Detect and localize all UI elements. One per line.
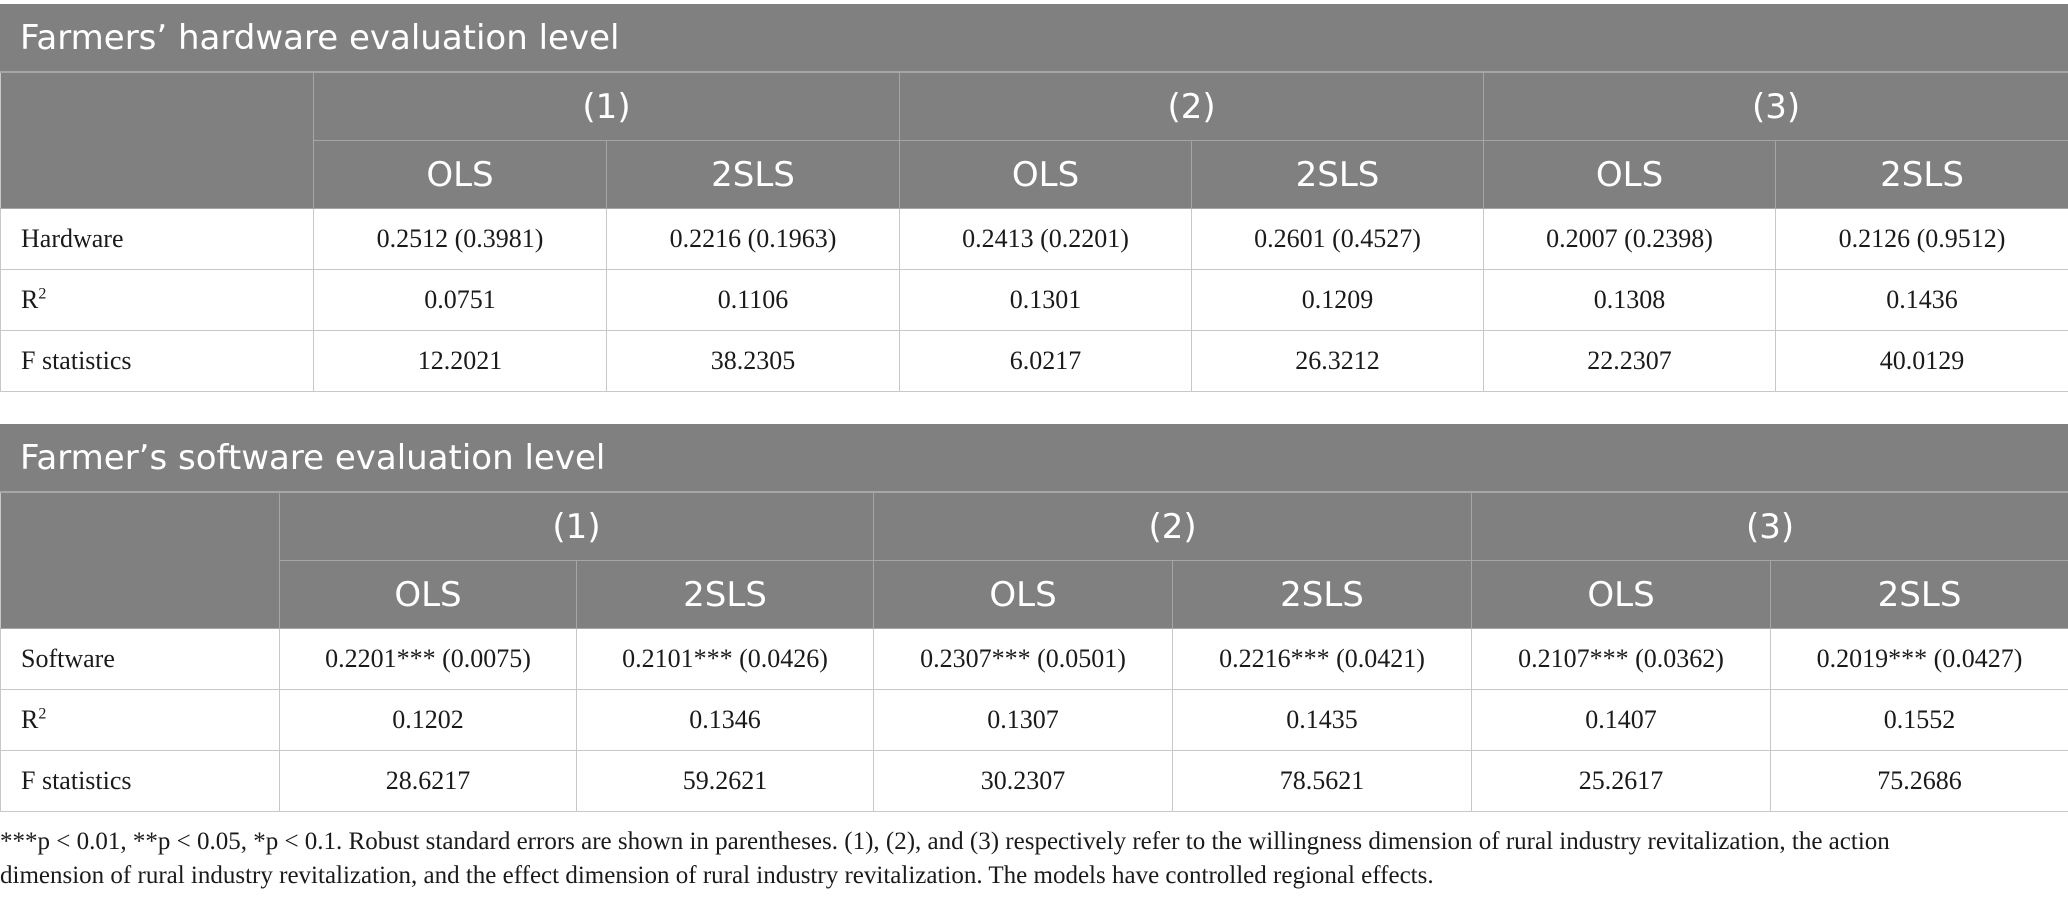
row-label: R2 — [0, 269, 314, 331]
table-row: R2 0.0751 0.1106 0.1301 0.1209 0.1308 0.… — [0, 269, 2068, 331]
table-cell: 0.2601 (0.4527) — [1191, 208, 1485, 270]
table-cell: 0.2107*** (0.0362) — [1471, 628, 1772, 690]
method-header: 2SLS — [1775, 140, 2068, 209]
table-cell: 0.2019*** (0.0427) — [1770, 628, 2068, 690]
table-cell: 38.2305 — [605, 330, 901, 392]
table-cell: 0.1106 — [605, 269, 901, 331]
table-cell: 0.2007 (0.2398) — [1483, 208, 1777, 270]
table-row: Software 0.2201*** (0.0075) 0.2101*** (0… — [0, 628, 2068, 690]
table-cell: 22.2307 — [1483, 330, 1777, 392]
table-cell: 40.0129 — [1775, 330, 2068, 392]
table-cell: 0.0751 — [313, 269, 607, 331]
method-header: OLS — [899, 140, 1193, 209]
table-cell: 0.1301 — [899, 269, 1193, 331]
group-header-2: (2) — [873, 492, 1473, 561]
table-cell: 0.1202 — [279, 689, 577, 751]
method-header: 2SLS — [575, 560, 875, 629]
table-cell: 0.2413 (0.2201) — [899, 208, 1193, 270]
table-cell: 0.1307 — [873, 689, 1174, 751]
hardware-evaluation-table: Farmers’ hardware evaluation level (1) (… — [0, 4, 2068, 392]
group-header-3: (3) — [1471, 492, 2068, 561]
method-header: 2SLS — [605, 140, 901, 209]
software-table-title: Farmer’s software evaluation level — [0, 424, 2068, 492]
footnote-line-1: ***p < 0.01, **p < 0.05, *p < 0.1. Robus… — [0, 828, 1890, 855]
row-label: F statistics — [0, 330, 314, 392]
table-cell: 25.2617 — [1471, 750, 1772, 812]
method-header: 2SLS — [1191, 140, 1485, 209]
table-row: Hardware 0.2512 (0.3981) 0.2216 (0.1963)… — [0, 208, 2068, 270]
hardware-table-grid: (1) (2) (3) OLS 2SLS OLS 2SLS OLS 2SLS H… — [0, 72, 2068, 392]
group-header-2: (2) — [899, 72, 1485, 141]
table-cell: 12.2021 — [313, 330, 607, 392]
table-cell: 0.1435 — [1172, 689, 1473, 751]
table-cell: 75.2686 — [1770, 750, 2068, 812]
software-evaluation-table: Farmer’s software evaluation level (1) (… — [0, 424, 2068, 812]
table-cell: 0.1436 — [1775, 269, 2068, 331]
hardware-table-title: Farmers’ hardware evaluation level — [0, 4, 2068, 72]
table-cell: 30.2307 — [873, 750, 1174, 812]
method-header: 2SLS — [1770, 560, 2068, 629]
table-cell: 0.2512 (0.3981) — [313, 208, 607, 270]
row-label: R2 — [0, 689, 280, 751]
table-cell: 59.2621 — [575, 750, 875, 812]
corner-header-cell — [0, 72, 314, 209]
table-cell: 0.2126 (0.9512) — [1775, 208, 2068, 270]
table-footnote: ***p < 0.01, **p < 0.05, *p < 0.1. Robus… — [0, 825, 2060, 893]
table-cell: 0.1552 — [1770, 689, 2068, 751]
table-cell: 0.1308 — [1483, 269, 1777, 331]
table-cell: 26.3212 — [1191, 330, 1485, 392]
table-row: F statistics 12.2021 38.2305 6.0217 26.3… — [0, 330, 2068, 392]
table-cell: 6.0217 — [899, 330, 1193, 392]
table-cell: 28.6217 — [279, 750, 577, 812]
group-header-1: (1) — [278, 492, 875, 561]
row-label-text: R — [21, 285, 39, 314]
table-cell: 0.2216 (0.1963) — [605, 208, 901, 270]
group-header-3: (3) — [1483, 72, 2068, 141]
row-label-superscript: 2 — [38, 705, 47, 723]
corner-header-cell — [0, 492, 280, 629]
group-header-row: (1) (2) (3) — [0, 492, 2068, 629]
table-row: F statistics 28.6217 59.2621 30.2307 78.… — [0, 750, 2068, 812]
table-row: R2 0.1202 0.1346 0.1307 0.1435 0.1407 0.… — [0, 689, 2068, 751]
method-header: OLS — [313, 140, 607, 209]
row-label: Software — [0, 628, 280, 690]
method-header: OLS — [873, 560, 1174, 629]
method-header: OLS — [1471, 560, 1772, 629]
footnote-line-2: dimension of rural industry revitalizati… — [0, 862, 1434, 889]
method-header: OLS — [1483, 140, 1777, 209]
table-cell: 0.2216*** (0.0421) — [1172, 628, 1473, 690]
software-table-grid: (1) (2) (3) OLS 2SLS OLS 2SLS OLS 2SLS S… — [0, 492, 2068, 812]
group-header-row: (1) (2) (3) — [0, 72, 2068, 209]
method-header: 2SLS — [1172, 560, 1473, 629]
table-cell: 0.1407 — [1471, 689, 1772, 751]
method-header: OLS — [279, 560, 577, 629]
table-cell: 0.2101*** (0.0426) — [575, 628, 875, 690]
row-label-superscript: 2 — [38, 285, 47, 303]
method-header-row: OLS 2SLS OLS 2SLS OLS 2SLS — [1, 560, 2068, 629]
table-cell: 0.2307*** (0.0501) — [873, 628, 1174, 690]
table-cell: 0.1209 — [1191, 269, 1485, 331]
table-cell: 78.5621 — [1172, 750, 1473, 812]
table-cell: 0.2201*** (0.0075) — [279, 628, 577, 690]
table-cell: 0.1346 — [575, 689, 875, 751]
row-label: F statistics — [0, 750, 280, 812]
row-label: Hardware — [0, 208, 314, 270]
method-header-row: OLS 2SLS OLS 2SLS OLS 2SLS — [1, 140, 2068, 209]
row-label-text: R — [21, 705, 39, 734]
group-header-1: (1) — [312, 72, 901, 141]
